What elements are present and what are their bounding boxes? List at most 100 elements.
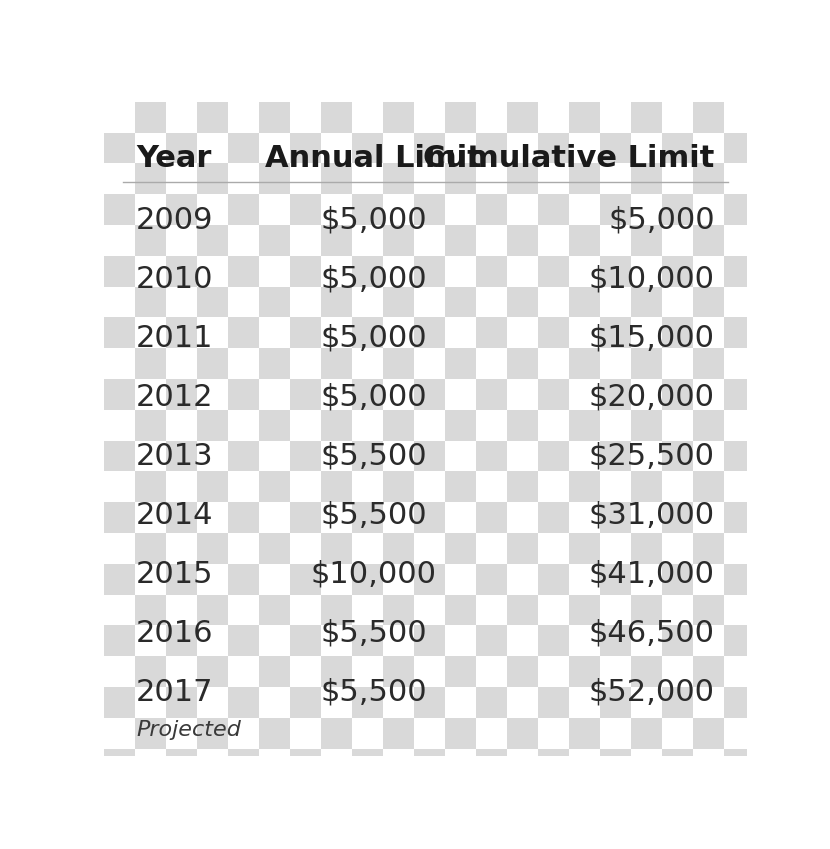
Bar: [476, 471, 507, 503]
Bar: [352, 287, 383, 318]
Bar: [104, 132, 134, 164]
Bar: [445, 594, 476, 626]
Bar: [166, 164, 197, 194]
Bar: [320, 471, 352, 503]
Bar: [476, 533, 507, 564]
Bar: [383, 656, 413, 687]
Bar: [662, 594, 693, 626]
Bar: [476, 164, 507, 194]
Bar: [352, 164, 383, 194]
Bar: [538, 471, 569, 503]
Bar: [754, 225, 786, 256]
Bar: [290, 348, 320, 380]
Bar: [445, 503, 476, 533]
Bar: [352, 749, 383, 779]
Bar: [197, 656, 227, 687]
Bar: [569, 194, 600, 225]
Bar: [507, 164, 538, 194]
Bar: [290, 441, 320, 471]
Bar: [754, 656, 786, 687]
Bar: [197, 471, 227, 503]
Bar: [693, 779, 724, 810]
Bar: [383, 718, 413, 749]
Bar: [569, 225, 600, 256]
Bar: [413, 533, 445, 564]
Bar: [197, 626, 227, 656]
Bar: [320, 410, 352, 441]
Bar: [352, 594, 383, 626]
Bar: [631, 225, 662, 256]
Bar: [724, 533, 754, 564]
Bar: [507, 687, 538, 718]
Bar: [227, 656, 259, 687]
Bar: [197, 132, 227, 164]
Text: 2009: 2009: [136, 205, 213, 234]
Bar: [227, 256, 259, 287]
Bar: [104, 441, 134, 471]
Text: $5,000: $5,000: [320, 265, 427, 294]
Bar: [197, 564, 227, 594]
Bar: [197, 225, 227, 256]
Bar: [631, 410, 662, 441]
Bar: [352, 564, 383, 594]
Bar: [754, 503, 786, 533]
Text: 2011: 2011: [136, 323, 213, 352]
Bar: [383, 410, 413, 441]
Bar: [631, 533, 662, 564]
Bar: [538, 410, 569, 441]
Bar: [569, 318, 600, 348]
Bar: [413, 348, 445, 380]
Bar: [724, 441, 754, 471]
Bar: [166, 718, 197, 749]
Bar: [383, 287, 413, 318]
Bar: [227, 410, 259, 441]
Bar: [476, 410, 507, 441]
Bar: [631, 132, 662, 164]
Bar: [724, 656, 754, 687]
Bar: [352, 656, 383, 687]
Bar: [445, 132, 476, 164]
Bar: [259, 564, 290, 594]
Bar: [104, 564, 134, 594]
Bar: [538, 564, 569, 594]
Bar: [538, 380, 569, 410]
Bar: [724, 287, 754, 318]
Bar: [383, 380, 413, 410]
Bar: [507, 102, 538, 132]
Bar: [662, 687, 693, 718]
Bar: [538, 164, 569, 194]
Bar: [259, 471, 290, 503]
Bar: [290, 318, 320, 348]
Bar: [662, 533, 693, 564]
Bar: [227, 287, 259, 318]
Bar: [383, 749, 413, 779]
Bar: [166, 102, 197, 132]
Bar: [569, 779, 600, 810]
Bar: [476, 318, 507, 348]
Bar: [754, 718, 786, 749]
Bar: [413, 656, 445, 687]
Bar: [134, 194, 166, 225]
Bar: [476, 503, 507, 533]
Bar: [600, 594, 631, 626]
Bar: [445, 164, 476, 194]
Bar: [320, 749, 352, 779]
Bar: [227, 441, 259, 471]
Bar: [662, 164, 693, 194]
Bar: [383, 564, 413, 594]
Bar: [507, 348, 538, 380]
Bar: [320, 687, 352, 718]
Bar: [352, 256, 383, 287]
Bar: [754, 194, 786, 225]
Bar: [476, 225, 507, 256]
Bar: [662, 132, 693, 164]
Bar: [352, 102, 383, 132]
Bar: [445, 533, 476, 564]
Bar: [104, 656, 134, 687]
Bar: [104, 471, 134, 503]
Text: 2015: 2015: [136, 559, 213, 588]
Bar: [754, 533, 786, 564]
Bar: [383, 687, 413, 718]
Text: $20,000: $20,000: [588, 383, 715, 412]
Bar: [104, 718, 134, 749]
